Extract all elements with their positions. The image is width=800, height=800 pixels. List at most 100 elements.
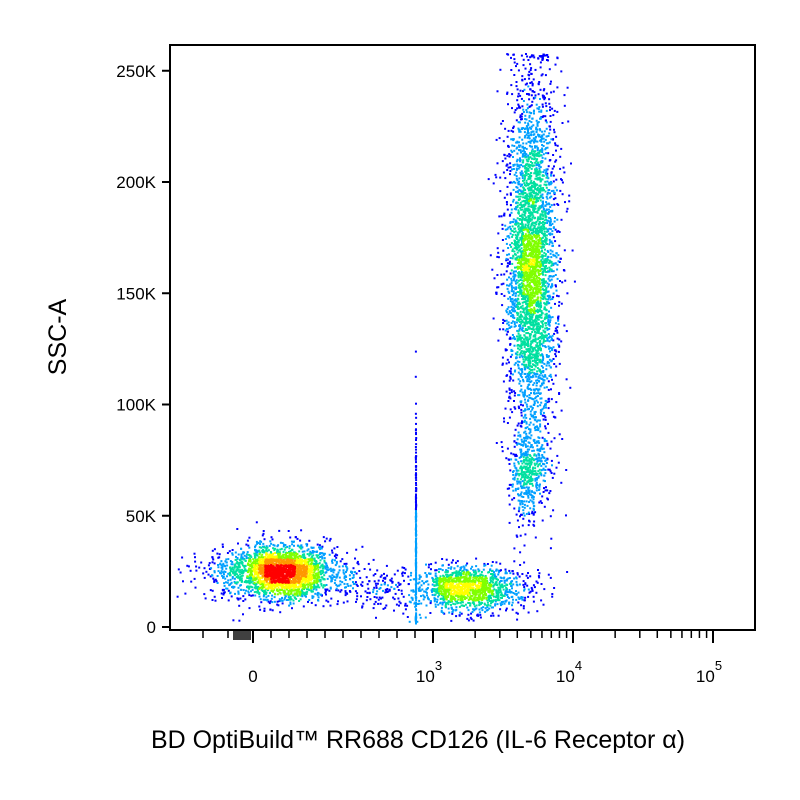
data-point bbox=[532, 78, 535, 81]
data-point bbox=[441, 569, 444, 572]
data-point bbox=[553, 191, 556, 194]
data-point bbox=[538, 314, 541, 317]
data-point bbox=[506, 163, 509, 166]
data-point bbox=[549, 218, 552, 221]
data-point bbox=[534, 170, 537, 173]
data-point bbox=[550, 286, 553, 289]
data-point bbox=[229, 583, 232, 585]
data-point bbox=[555, 252, 558, 255]
data-point bbox=[527, 85, 530, 88]
data-point bbox=[361, 545, 364, 548]
data-point bbox=[528, 333, 531, 335]
data-point bbox=[547, 294, 550, 297]
data-point bbox=[262, 595, 265, 598]
data-point bbox=[540, 237, 543, 240]
data-point bbox=[521, 75, 524, 78]
data-point bbox=[516, 438, 519, 441]
data-point bbox=[542, 278, 545, 281]
data-point bbox=[514, 181, 517, 184]
data-point bbox=[520, 97, 523, 100]
data-point bbox=[490, 606, 493, 609]
data-point bbox=[558, 345, 561, 348]
data-point bbox=[525, 462, 528, 465]
data-point bbox=[466, 562, 469, 565]
data-point bbox=[417, 603, 419, 605]
data-point bbox=[513, 163, 516, 166]
data-point bbox=[550, 240, 553, 243]
data-point bbox=[273, 549, 276, 552]
data-point bbox=[508, 577, 511, 579]
data-point bbox=[522, 496, 525, 498]
data-point bbox=[322, 578, 325, 581]
data-point bbox=[500, 579, 502, 582]
data-point bbox=[506, 284, 508, 287]
data-point bbox=[514, 392, 517, 394]
data-point bbox=[509, 300, 512, 303]
data-point bbox=[427, 566, 430, 569]
data-point bbox=[536, 354, 539, 357]
data-point bbox=[350, 572, 353, 575]
data-point bbox=[520, 208, 523, 211]
data-point bbox=[520, 340, 523, 343]
data-point bbox=[551, 476, 554, 479]
data-point bbox=[263, 546, 266, 549]
data-point bbox=[511, 334, 514, 336]
data-point bbox=[233, 565, 236, 568]
data-point bbox=[204, 597, 207, 600]
data-point bbox=[516, 329, 519, 332]
data-point bbox=[282, 545, 285, 548]
data-point bbox=[519, 279, 522, 281]
data-point bbox=[517, 303, 520, 306]
data-point bbox=[235, 562, 238, 565]
data-point bbox=[447, 600, 450, 603]
data-point bbox=[276, 545, 279, 548]
data-point bbox=[522, 189, 525, 192]
data-point bbox=[466, 606, 469, 609]
data-point bbox=[550, 278, 553, 281]
data-point bbox=[366, 583, 369, 586]
data-point bbox=[520, 219, 523, 222]
data-point bbox=[537, 347, 540, 350]
data-point bbox=[528, 423, 531, 426]
data-point bbox=[533, 462, 536, 465]
data-point bbox=[530, 94, 533, 97]
data-point bbox=[551, 334, 554, 337]
data-point bbox=[519, 494, 522, 497]
data-point bbox=[530, 211, 532, 214]
data-point bbox=[287, 598, 290, 601]
data-point bbox=[544, 303, 547, 306]
data-point bbox=[353, 583, 356, 585]
data-point bbox=[335, 587, 338, 590]
data-point bbox=[518, 473, 521, 475]
data-point bbox=[236, 573, 239, 576]
data-point bbox=[544, 267, 547, 270]
data-point bbox=[516, 482, 519, 485]
data-point bbox=[551, 595, 554, 598]
data-point bbox=[503, 273, 506, 276]
data-point bbox=[319, 593, 322, 596]
data-point bbox=[539, 199, 542, 202]
data-point bbox=[550, 261, 553, 263]
data-point bbox=[551, 222, 554, 225]
data-point bbox=[548, 468, 551, 471]
data-point bbox=[207, 573, 210, 576]
data-point bbox=[273, 596, 276, 599]
data-point bbox=[450, 566, 453, 569]
data-point bbox=[216, 582, 219, 584]
data-point bbox=[524, 211, 527, 214]
data-point bbox=[354, 590, 357, 593]
data-point bbox=[526, 160, 529, 163]
data-point bbox=[545, 170, 548, 173]
data-point bbox=[420, 584, 423, 587]
data-point bbox=[538, 441, 541, 444]
data-point bbox=[305, 595, 307, 598]
data-point bbox=[525, 356, 528, 359]
data-point bbox=[527, 59, 530, 61]
data-point bbox=[531, 449, 534, 452]
data-point bbox=[522, 456, 525, 459]
data-point bbox=[528, 105, 531, 108]
data-point bbox=[514, 428, 517, 431]
data-point bbox=[527, 163, 530, 166]
data-point bbox=[531, 148, 534, 151]
data-point bbox=[517, 209, 520, 212]
